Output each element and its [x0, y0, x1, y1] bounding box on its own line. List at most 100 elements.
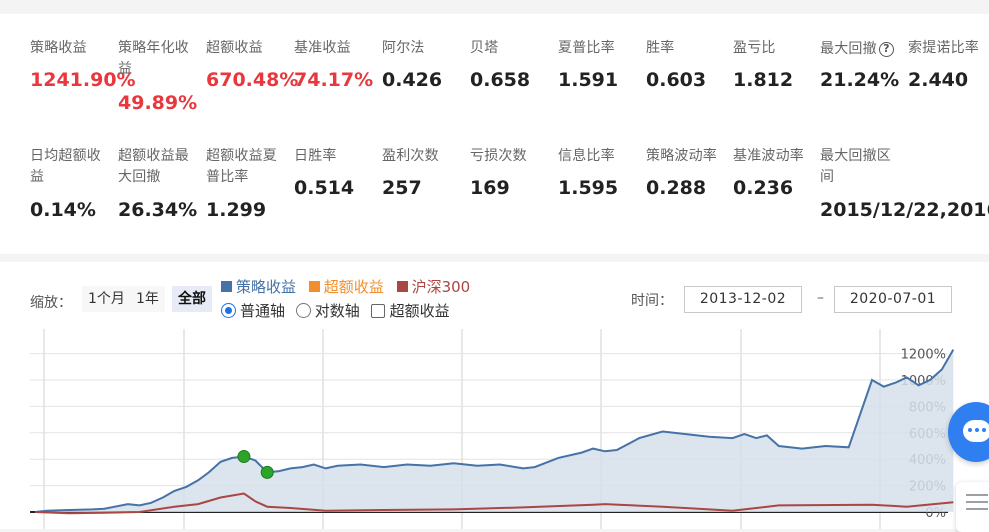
stat-stats_row2-2: 超额收益夏普比率 1.299 [206, 146, 294, 221]
trade-marker [237, 450, 251, 464]
stat-value: 2.440 [908, 69, 969, 91]
excess-return-checkbox-label: 超额收益 [389, 302, 450, 320]
legend-item-benchmark[interactable]: 沪深300 [396, 276, 471, 297]
stat-value: 257 [382, 177, 422, 199]
stat-value: 0.514 [294, 177, 355, 199]
stat-value: 74.17% [294, 69, 374, 91]
stat-stats_row1-7: 胜率 0.603 [646, 38, 734, 91]
top-strip [0, 0, 989, 14]
chart-panel: 缩放： 1个月 1年 全部 策略收益 超额收益 沪深300 普通轴 对数轴 超额… [0, 262, 989, 529]
stat-stats_row2-7: 策略波动率 0.288 [646, 146, 734, 199]
stat-value: 21.24% [820, 69, 900, 91]
stat-stats_row1-6: 夏普比率 1.591 [558, 38, 646, 91]
strategy-area [35, 349, 954, 512]
log-axis-radio[interactable] [295, 303, 311, 318]
date-separator: – [817, 290, 824, 306]
stat-label: 盈亏比 [733, 40, 776, 56]
legend-item-strategy[interactable]: 策略收益 [221, 276, 296, 297]
stats-panel: 策略收益 1241.90% 策略年化收益 49.89% 超额收益 670.48% 基准收益 7… [0, 14, 989, 254]
normal-axis-label: 普通轴 [240, 302, 286, 320]
stat-value: 49.89% [118, 92, 198, 114]
stat-stats_row1-0: 策略收益 1241.90% [30, 38, 136, 91]
stat-label: 策略年化收益 [118, 40, 189, 77]
legend-label-excess: 超额收益 [323, 278, 384, 296]
stat-value: 0.426 [382, 69, 443, 91]
legend-swatch-benchmark [396, 281, 408, 292]
legend-swatch-excess [308, 281, 320, 292]
stat-label: 夏普比率 [558, 40, 615, 56]
zoom-1-year-button[interactable]: 1年 [130, 286, 165, 312]
stat-stats_row1-8: 盈亏比 1.812 [733, 38, 821, 91]
stat-stats_row1-4: 阿尔法 0.426 [382, 38, 470, 91]
list-icon [966, 494, 988, 496]
stat-value: 1.299 [206, 199, 267, 221]
excess-return-option[interactable]: 超额收益 [370, 302, 450, 320]
trade-markers [237, 450, 274, 479]
strategy-line [34, 349, 955, 513]
stat-value: 1.595 [558, 177, 619, 199]
stat-stats_row2-8: 基准波动率 0.236 [733, 146, 821, 199]
legend-label-strategy: 策略收益 [236, 278, 297, 296]
legend-label-benchmark: 沪深300 [411, 278, 471, 296]
stat-label: 胜率 [646, 40, 675, 56]
stat-stats_row2-9: 最大回撤区间 2015/12/22,2016 [820, 146, 989, 221]
stat-stats_row1-2: 超额收益 670.48% [206, 38, 298, 91]
zoom-label: 缩放： [30, 295, 72, 311]
stat-value: 2015/12/22,2016 [820, 199, 989, 221]
stat-label: 盈利次数 [382, 148, 439, 164]
stat-value: 670.48% [206, 69, 299, 91]
chat-button[interactable] [948, 402, 989, 462]
stat-label: 策略收益 [30, 40, 87, 56]
stat-label: 日胜率 [294, 148, 337, 164]
stat-label: 贝塔 [470, 40, 499, 56]
stat-value: 0.603 [646, 69, 707, 91]
stat-label: 基准波动率 [733, 148, 804, 164]
stat-value: 169 [470, 177, 510, 199]
end-date-input[interactable]: 2020-07-01 [834, 286, 952, 313]
stat-stats_row1-10: 索提诺比率 2.440 [908, 38, 989, 91]
help-icon[interactable]: ? [878, 42, 894, 57]
normal-axis-option[interactable]: 普通轴 [221, 302, 285, 320]
stat-label: 策略波动率 [646, 148, 717, 164]
legend-item-excess[interactable]: 超额收益 [308, 276, 384, 297]
stat-stats_row2-5: 亏损次数 169 [470, 146, 558, 199]
log-axis-option[interactable]: 对数轴 [295, 302, 360, 320]
stat-label: 信息比率 [558, 148, 615, 164]
excess-return-checkbox[interactable] [370, 304, 385, 318]
log-axis-label: 对数轴 [314, 302, 360, 320]
stat-label: 亏损次数 [470, 148, 527, 164]
stat-label: 阿尔法 [382, 40, 425, 56]
list-menu-button[interactable] [956, 482, 989, 532]
stat-value: 26.34% [118, 199, 198, 221]
stat-stats_row2-6: 信息比率 1.595 [558, 146, 646, 199]
y-tick-label: 1200% [901, 348, 946, 363]
stat-value: 1241.90% [30, 69, 136, 91]
stat-label: 日均超额收益 [30, 148, 101, 185]
start-date-input[interactable]: 2013-12-02 [684, 286, 802, 313]
zoom-all-button[interactable]: 全部 [172, 286, 212, 312]
time-label: 时间： [631, 293, 673, 309]
stat-stats_row2-0: 日均超额收益 0.14% [30, 146, 118, 221]
stat-stats_row2-1: 超额收益最大回撤 26.34% [118, 146, 206, 221]
chat-bubble-icon [963, 420, 989, 442]
stat-label: 超额收益夏普比率 [206, 148, 277, 185]
stat-label: 超额收益最大回撤 [118, 148, 189, 185]
stat-value: 0.658 [470, 69, 531, 91]
stat-value: 1.591 [558, 69, 619, 91]
zoom-1-month-button[interactable]: 1个月 [82, 286, 131, 312]
stat-value: 0.14% [30, 199, 96, 221]
normal-axis-radio[interactable] [221, 303, 236, 318]
returns-chart: -200%0%200%400%600%800%1000%1200% [30, 329, 955, 529]
benchmark-line [34, 492, 954, 515]
stat-label: 最大回撤区间 [820, 148, 891, 185]
stat-label: 超额收益 [206, 40, 263, 56]
stat-stats_row1-3: 基准收益 74.17% [294, 38, 382, 91]
stat-stats_row2-3: 日胜率 0.514 [294, 146, 382, 199]
stat-value: 1.812 [733, 69, 794, 91]
stat-label: 最大回撤 [820, 41, 877, 57]
stat-label: 基准收益 [294, 40, 351, 56]
chart-legend: 策略收益 超额收益 沪深300 [221, 276, 478, 297]
stat-stats_row1-5: 贝塔 0.658 [470, 38, 558, 91]
stat-stats_row1-9: 最大回撤? 21.24% [820, 38, 908, 91]
stat-value: 0.236 [733, 177, 794, 199]
